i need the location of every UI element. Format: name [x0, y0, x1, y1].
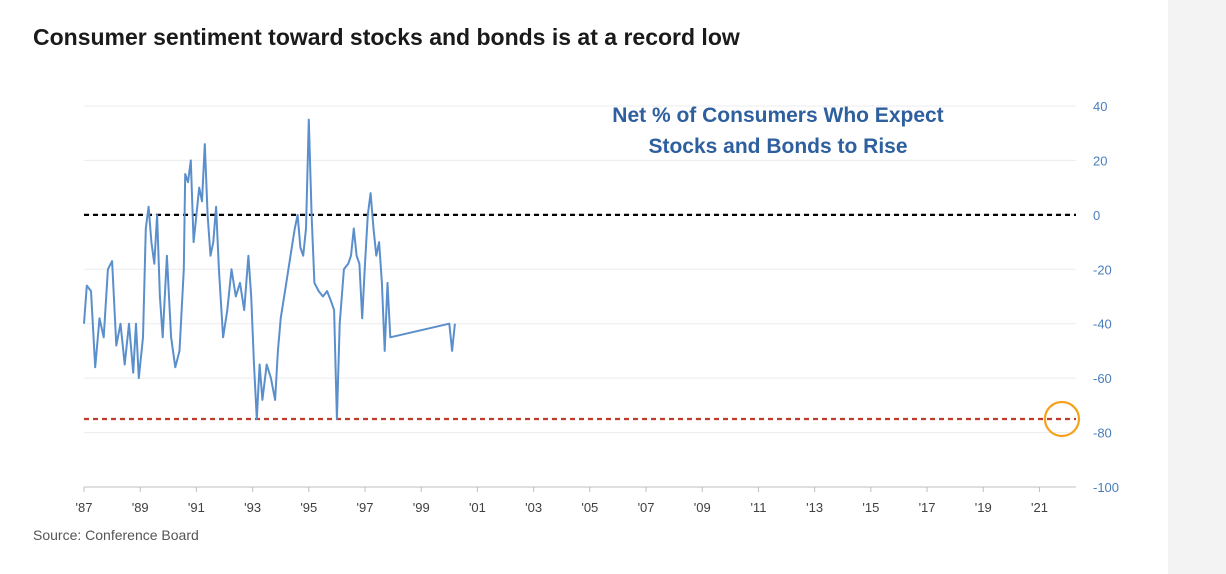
y-axis: 40 20 0 -20 -40 -60 -80 -100: [1093, 99, 1119, 495]
series-layer: [83, 118, 456, 420]
y-tick-label: -40: [1093, 317, 1112, 332]
x-tick-label: '03: [525, 500, 542, 515]
highlight-layer: [1043, 400, 1081, 438]
x-tick-label: '17: [919, 500, 936, 515]
x-axis: '87 '89 '91 '93 '95 '97 '99 '01 '03 '05 '07 '09 '11 '…: [76, 486, 1076, 515]
inner-title-line: Stocks and Bonds to Rise: [648, 135, 907, 158]
y-tick-label: -80: [1093, 426, 1112, 441]
series-line: [83, 118, 456, 420]
x-tick-label: '19: [975, 500, 992, 515]
x-tick-label: '21: [1031, 500, 1048, 515]
x-tick-label: '05: [581, 500, 598, 515]
x-tick-label: '93: [244, 500, 261, 515]
x-tick-label: '87: [76, 500, 93, 515]
inner-title: Net % of Consumers Who Expect Stocks and …: [612, 104, 943, 158]
y-tick-label: -20: [1093, 262, 1112, 277]
y-tick-label: 20: [1093, 153, 1107, 168]
y-tick-label: 40: [1093, 99, 1107, 114]
reference-lines: [84, 213, 1076, 421]
right-margin-panel: [1168, 0, 1226, 574]
x-tick-label: '91: [188, 500, 205, 515]
x-tick-label: '97: [357, 500, 374, 515]
source-note: Source: Conference Board: [33, 527, 199, 543]
x-tick-label: '99: [413, 500, 430, 515]
y-tick-label: 0: [1093, 208, 1100, 223]
y-tick-label: -60: [1093, 371, 1112, 386]
inner-title-line: Net % of Consumers Who Expect: [612, 104, 943, 127]
x-tick-label: '01: [469, 500, 486, 515]
chart-title: Consumer sentiment toward stocks and bon…: [33, 24, 740, 50]
y-tick-label: -100: [1093, 480, 1119, 495]
highlight-circle: [1043, 400, 1081, 438]
x-tick-label: '09: [694, 500, 711, 515]
x-tick-label: '13: [806, 500, 823, 515]
x-tick-label: '07: [638, 500, 655, 515]
x-tick-label: '95: [300, 500, 317, 515]
x-tick-label: '15: [862, 500, 879, 515]
x-tick-label: '11: [750, 500, 766, 515]
grid-lines: [84, 105, 1076, 488]
x-tick-label: '89: [132, 500, 149, 515]
